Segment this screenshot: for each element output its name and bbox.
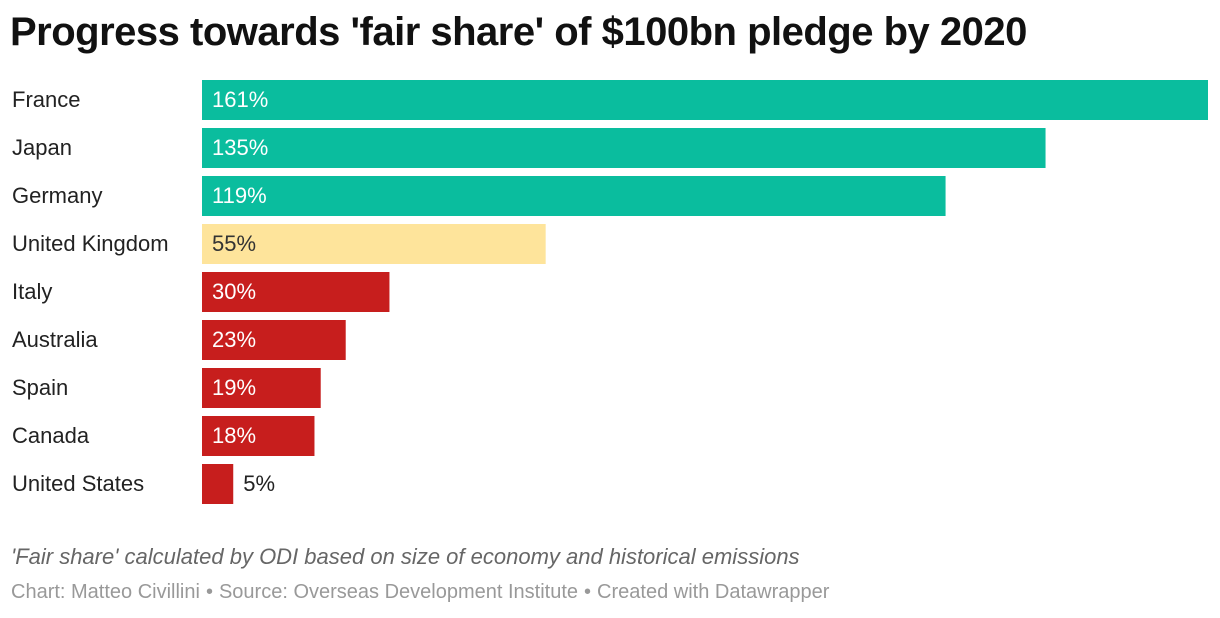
- value-label: 19%: [212, 375, 256, 400]
- bar: [202, 176, 946, 216]
- value-label: 18%: [212, 423, 256, 448]
- footer-source: Source: Overseas Development Institute: [218, 581, 579, 603]
- chart-note: 'Fair share' calculated by ODI based on …: [11, 544, 800, 569]
- footer-separator: •: [584, 581, 592, 603]
- footer-separator: •: [205, 581, 213, 603]
- category-label: United States: [12, 471, 144, 496]
- category-label: Italy: [12, 279, 52, 304]
- footer-created-with: Created with Datawrapper: [597, 581, 830, 603]
- bar: [202, 368, 321, 408]
- chart-title: Progress towards 'fair share' of $100bn …: [10, 10, 1027, 54]
- category-label: Germany: [12, 183, 102, 208]
- bar: [202, 80, 1208, 120]
- category-label: Australia: [12, 327, 98, 352]
- bar: [202, 320, 346, 360]
- bar: [202, 464, 234, 504]
- category-label: Canada: [12, 423, 90, 448]
- value-label: 119%: [212, 183, 267, 208]
- value-label: 5%: [243, 471, 275, 496]
- value-label: 23%: [212, 327, 256, 352]
- footer-author: Chart: Matteo Civillini: [11, 581, 200, 603]
- category-label: France: [12, 87, 80, 112]
- bar: [202, 416, 315, 456]
- value-label: 135%: [212, 135, 268, 160]
- bar-chart: France 161% Japan 135% Germany 119% United Kin…: [12, 80, 1208, 504]
- category-label: United Kingdom: [12, 231, 169, 256]
- bar: [202, 272, 390, 312]
- value-label: 161%: [212, 87, 268, 112]
- category-label: Japan: [12, 135, 72, 160]
- value-label: 30%: [212, 279, 256, 304]
- bar: [202, 128, 1046, 168]
- bar: [202, 224, 546, 264]
- chart-footer: Chart: Matteo Civillini • Source: Overseas…: [11, 581, 829, 604]
- category-label: Spain: [12, 375, 68, 400]
- value-label: 55%: [212, 231, 256, 256]
